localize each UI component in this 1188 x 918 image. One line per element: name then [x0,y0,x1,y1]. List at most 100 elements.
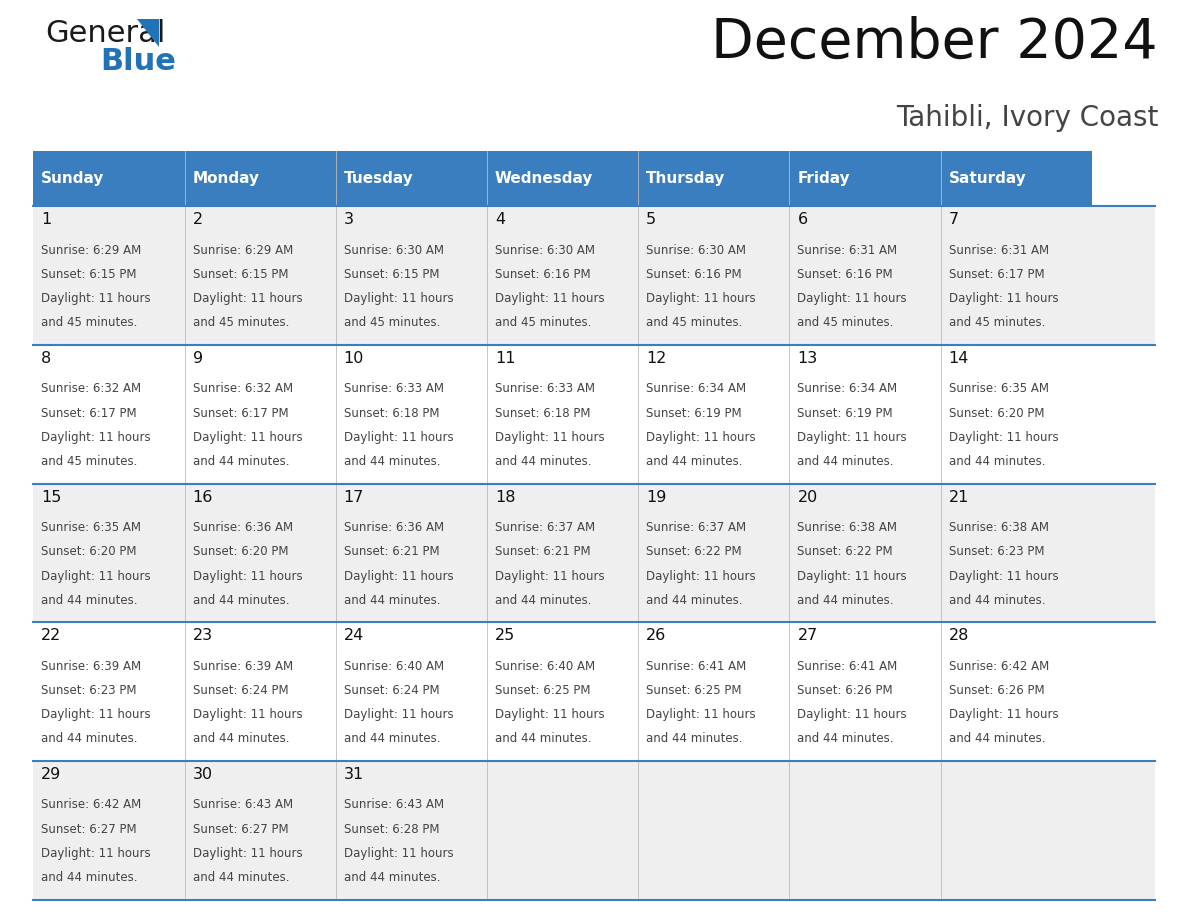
Text: Sunset: 6:23 PM: Sunset: 6:23 PM [42,684,137,697]
Text: and 45 minutes.: and 45 minutes. [646,317,742,330]
Text: Sunset: 6:22 PM: Sunset: 6:22 PM [797,545,893,558]
Text: Tuesday: Tuesday [343,172,413,186]
Bar [33,761,1155,900]
Text: Sunrise: 6:37 AM: Sunrise: 6:37 AM [495,521,595,534]
Text: and 45 minutes.: and 45 minutes. [495,317,592,330]
Text: and 44 minutes.: and 44 minutes. [192,455,289,468]
Bar [487,151,638,206]
Text: 12: 12 [646,351,666,365]
Text: Sunset: 6:27 PM: Sunset: 6:27 PM [42,823,137,835]
Text: 23: 23 [192,628,213,644]
Text: and 44 minutes.: and 44 minutes. [949,594,1045,607]
Bar [941,151,1092,206]
Text: Daylight: 11 hours: Daylight: 11 hours [949,708,1059,722]
Text: 4: 4 [495,212,505,227]
Text: 10: 10 [343,351,364,365]
Text: Daylight: 11 hours: Daylight: 11 hours [343,431,454,443]
Text: Daylight: 11 hours: Daylight: 11 hours [949,292,1059,305]
Text: Daylight: 11 hours: Daylight: 11 hours [42,708,151,722]
Text: and 45 minutes.: and 45 minutes. [949,317,1045,330]
Text: and 45 minutes.: and 45 minutes. [42,455,138,468]
Text: and 45 minutes.: and 45 minutes. [42,317,138,330]
Text: and 44 minutes.: and 44 minutes. [192,594,289,607]
Text: and 44 minutes.: and 44 minutes. [495,594,592,607]
Text: 2: 2 [192,212,203,227]
Text: Daylight: 11 hours: Daylight: 11 hours [797,431,908,443]
Text: 17: 17 [343,489,364,505]
Text: and 44 minutes.: and 44 minutes. [646,733,742,745]
Text: Sunset: 6:27 PM: Sunset: 6:27 PM [192,823,289,835]
Text: Daylight: 11 hours: Daylight: 11 hours [42,569,151,583]
Text: and 44 minutes.: and 44 minutes. [646,455,742,468]
Text: Sunrise: 6:33 AM: Sunrise: 6:33 AM [343,382,444,396]
Text: and 44 minutes.: and 44 minutes. [495,733,592,745]
Text: Monday: Monday [192,172,259,186]
Text: 22: 22 [42,628,62,644]
Text: Daylight: 11 hours: Daylight: 11 hours [192,292,302,305]
Text: Sunset: 6:24 PM: Sunset: 6:24 PM [192,684,289,697]
Text: Sunrise: 6:29 AM: Sunrise: 6:29 AM [42,243,141,256]
Text: Daylight: 11 hours: Daylight: 11 hours [646,431,756,443]
Text: General: General [45,19,165,48]
Text: 5: 5 [646,212,656,227]
Text: Daylight: 11 hours: Daylight: 11 hours [343,708,454,722]
Text: Sunday: Sunday [42,172,105,186]
Text: Sunrise: 6:36 AM: Sunrise: 6:36 AM [192,521,292,534]
Text: Sunrise: 6:31 AM: Sunrise: 6:31 AM [797,243,898,256]
Text: Sunrise: 6:30 AM: Sunrise: 6:30 AM [495,243,595,256]
Bar [33,345,1155,484]
Text: 26: 26 [646,628,666,644]
Text: 13: 13 [797,351,817,365]
Text: 20: 20 [797,489,817,505]
Text: Sunrise: 6:33 AM: Sunrise: 6:33 AM [495,382,595,396]
Text: and 44 minutes.: and 44 minutes. [646,594,742,607]
Text: Sunrise: 6:38 AM: Sunrise: 6:38 AM [949,521,1049,534]
Text: Sunrise: 6:43 AM: Sunrise: 6:43 AM [192,799,292,812]
Text: 7: 7 [949,212,959,227]
Text: Daylight: 11 hours: Daylight: 11 hours [495,708,605,722]
Text: Sunset: 6:17 PM: Sunset: 6:17 PM [192,407,289,420]
Text: Sunset: 6:15 PM: Sunset: 6:15 PM [343,268,440,281]
Bar [336,151,487,206]
Text: Sunset: 6:21 PM: Sunset: 6:21 PM [343,545,440,558]
Text: and 44 minutes.: and 44 minutes. [949,455,1045,468]
Text: Sunset: 6:20 PM: Sunset: 6:20 PM [192,545,287,558]
Text: Daylight: 11 hours: Daylight: 11 hours [192,847,302,860]
Text: and 44 minutes.: and 44 minutes. [949,733,1045,745]
Text: and 44 minutes.: and 44 minutes. [343,733,441,745]
Text: Daylight: 11 hours: Daylight: 11 hours [495,569,605,583]
Text: 11: 11 [495,351,516,365]
Text: December 2024: December 2024 [712,16,1158,70]
Text: Sunrise: 6:31 AM: Sunrise: 6:31 AM [949,243,1049,256]
Text: 21: 21 [949,489,969,505]
Text: Sunset: 6:22 PM: Sunset: 6:22 PM [646,545,741,558]
Text: Wednesday: Wednesday [495,172,593,186]
Text: Sunset: 6:20 PM: Sunset: 6:20 PM [42,545,137,558]
Text: Sunrise: 6:42 AM: Sunrise: 6:42 AM [949,660,1049,673]
Text: and 44 minutes.: and 44 minutes. [42,594,138,607]
Text: Daylight: 11 hours: Daylight: 11 hours [646,292,756,305]
Text: Sunrise: 6:35 AM: Sunrise: 6:35 AM [949,382,1049,396]
Text: Tahibli, Ivory Coast: Tahibli, Ivory Coast [896,104,1158,132]
Bar [33,206,1155,345]
Text: and 44 minutes.: and 44 minutes. [343,871,441,884]
Polygon shape [137,19,159,48]
Text: Sunset: 6:16 PM: Sunset: 6:16 PM [797,268,893,281]
Text: Friday: Friday [797,172,851,186]
Text: 29: 29 [42,767,62,782]
Text: 25: 25 [495,628,516,644]
Text: 8: 8 [42,351,51,365]
Text: Daylight: 11 hours: Daylight: 11 hours [797,569,908,583]
Text: Sunrise: 6:32 AM: Sunrise: 6:32 AM [192,382,292,396]
Text: 6: 6 [797,212,808,227]
Text: Sunset: 6:15 PM: Sunset: 6:15 PM [42,268,137,281]
Text: Daylight: 11 hours: Daylight: 11 hours [949,431,1059,443]
Text: Daylight: 11 hours: Daylight: 11 hours [797,708,908,722]
Text: Daylight: 11 hours: Daylight: 11 hours [646,708,756,722]
Text: Daylight: 11 hours: Daylight: 11 hours [42,292,151,305]
Text: Sunrise: 6:41 AM: Sunrise: 6:41 AM [797,660,898,673]
Text: Sunrise: 6:40 AM: Sunrise: 6:40 AM [343,660,444,673]
Text: and 44 minutes.: and 44 minutes. [495,455,592,468]
Text: Sunset: 6:19 PM: Sunset: 6:19 PM [646,407,741,420]
Text: and 44 minutes.: and 44 minutes. [797,733,893,745]
